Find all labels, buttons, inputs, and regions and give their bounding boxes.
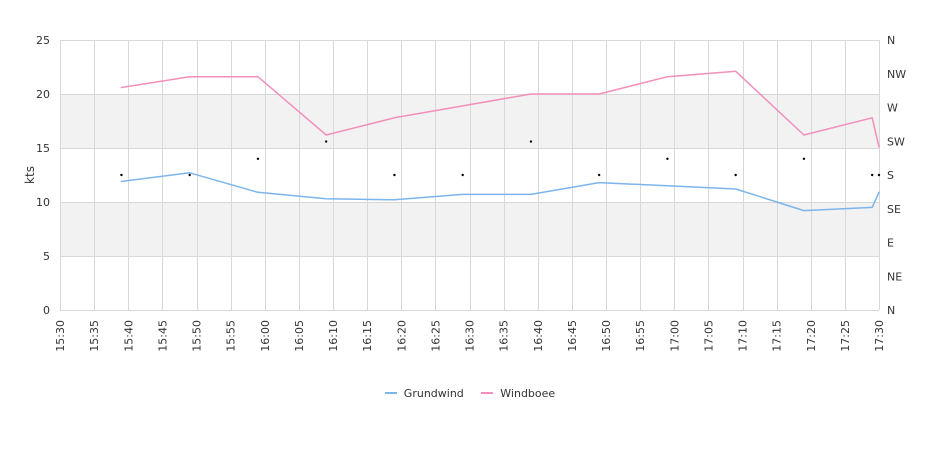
direction-markers xyxy=(120,140,881,177)
x-tick-label: 17:10 xyxy=(737,320,750,352)
y2-tick-label: SW xyxy=(887,135,905,148)
y2-tick-label: N xyxy=(887,304,895,317)
y2-tick-label: W xyxy=(887,102,898,115)
x-tick-label: 15:45 xyxy=(156,320,169,352)
y-axis-ticks: 0 5 10 15 20 25 xyxy=(36,34,50,317)
series-line-windboee[interactable] xyxy=(120,70,880,148)
y2-tick-label: S xyxy=(887,169,894,182)
legend-label-grundwind: Grundwind xyxy=(403,386,464,400)
direction-marker xyxy=(877,173,881,177)
x-tick-label: 17:25 xyxy=(839,320,852,352)
x-tick-label: 17:30 xyxy=(873,320,886,352)
y2-tick-label: E xyxy=(887,237,894,250)
direction-marker xyxy=(597,173,601,177)
y2-tick-label: SE xyxy=(887,203,901,216)
direction-marker xyxy=(870,173,874,177)
y2-axis-ticks: N NE E SE S SW W NW N xyxy=(887,34,906,317)
direction-marker xyxy=(461,173,464,177)
plot-bands xyxy=(60,94,879,256)
x-tick-label: 16:20 xyxy=(395,320,408,352)
x-tick-label: 15:30 xyxy=(54,320,67,352)
legend: Grundwind Windboee xyxy=(0,384,940,400)
x-axis-ticks: 15:30 15:35 15:40 15:45 15:50 15:55 16:00 16:05… xyxy=(54,320,886,352)
direction-marker xyxy=(666,157,669,160)
legend-swatch-grundwind xyxy=(384,392,397,394)
x-tick-label: 17:00 xyxy=(668,320,681,352)
x-tick-label: 17:05 xyxy=(702,320,715,352)
x-tick-label: 16:15 xyxy=(361,320,374,352)
y-tick-label: 20 xyxy=(36,88,50,101)
direction-marker xyxy=(324,140,328,143)
y-tick-label: 10 xyxy=(36,196,50,209)
direction-marker xyxy=(120,173,123,177)
direction-marker xyxy=(734,173,737,177)
legend-swatch-windboee xyxy=(481,392,494,394)
legend-item-windboee[interactable]: Windboee xyxy=(481,387,555,400)
x-tick-label: 16:00 xyxy=(259,320,272,352)
x-tick-label: 16:10 xyxy=(327,320,340,352)
y-tick-label: 5 xyxy=(43,250,50,263)
x-tick-label: 17:20 xyxy=(805,320,818,352)
y2-tick-label: N xyxy=(887,34,895,47)
legend-item-grundwind[interactable]: Grundwind xyxy=(384,386,464,400)
y-tick-label: 0 xyxy=(43,304,50,317)
x-tick-label: 17:15 xyxy=(771,320,784,352)
x-tick-label: 16:25 xyxy=(429,320,442,352)
series-lines xyxy=(120,70,880,212)
legend-label-windboee: Windboee xyxy=(500,386,556,400)
plot-band-0 xyxy=(60,202,879,256)
direction-marker xyxy=(802,157,806,160)
y-axis-title: kts xyxy=(23,166,37,184)
x-tick-label: 15:55 xyxy=(225,320,238,352)
y-tick-label: 25 xyxy=(36,34,50,47)
direction-marker xyxy=(529,140,533,143)
x-tick-label: 16:55 xyxy=(634,320,647,352)
x-tick-label: 15:35 xyxy=(88,320,101,352)
direction-marker xyxy=(393,173,396,177)
direction-marker xyxy=(256,157,260,160)
direction-marker xyxy=(188,173,191,177)
x-tick-label: 15:40 xyxy=(122,320,135,352)
y2-tick-label: NE xyxy=(887,270,902,283)
x-tick-label: 16:50 xyxy=(600,320,613,352)
x-tick-label: 15:50 xyxy=(191,320,204,352)
y2-tick-label: NW xyxy=(887,68,906,81)
grid-lines xyxy=(60,40,880,311)
x-tick-label: 16:45 xyxy=(566,320,579,352)
x-tick-label: 16:30 xyxy=(464,320,477,352)
series-line-grundwind[interactable] xyxy=(120,172,880,212)
y-tick-label: 15 xyxy=(36,142,50,155)
x-tick-label: 16:35 xyxy=(498,320,511,352)
x-tick-label: 16:05 xyxy=(293,320,306,352)
plot-band-1 xyxy=(60,94,879,148)
x-tick-label: 16:40 xyxy=(532,320,545,352)
